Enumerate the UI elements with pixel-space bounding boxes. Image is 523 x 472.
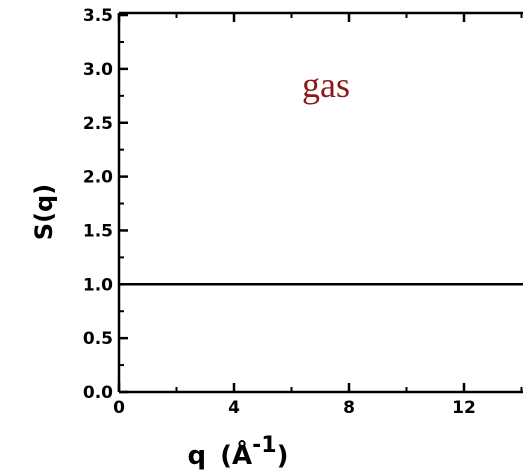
y-tick-label: 2.0: [83, 168, 113, 188]
x-tick-label: 12: [452, 398, 476, 418]
x-axis-label-unit: Å: [232, 439, 252, 471]
x-axis-label-q: q: [188, 441, 207, 471]
y-axis-label: S(q): [30, 184, 58, 240]
x-axis-label: q (Å-1): [188, 433, 289, 471]
x-tick-labels: 0 4 8 12: [113, 398, 476, 418]
plot-frame: [117, 11, 523, 394]
x-tick-label: 0: [113, 398, 125, 418]
x-tick-label: 8: [343, 398, 355, 418]
y-tick-label: 0.5: [83, 329, 113, 349]
gas-annotation: gas: [302, 65, 350, 105]
x-tick-label: 4: [228, 398, 240, 418]
x-axis-label-exponent: -1: [252, 433, 276, 458]
y-tick-label: 0.0: [83, 383, 113, 403]
y-tick-labels: 0.0 0.5 1.0 1.5 2.0 2.5 3.0 3.5: [83, 6, 113, 403]
y-tick-label: 1.5: [83, 221, 113, 241]
y-tick-label: 2.5: [83, 114, 113, 134]
y-tick-label: 1.0: [83, 275, 113, 295]
y-tick-label: 3.0: [83, 60, 113, 80]
y-tick-label: 3.5: [83, 6, 113, 26]
